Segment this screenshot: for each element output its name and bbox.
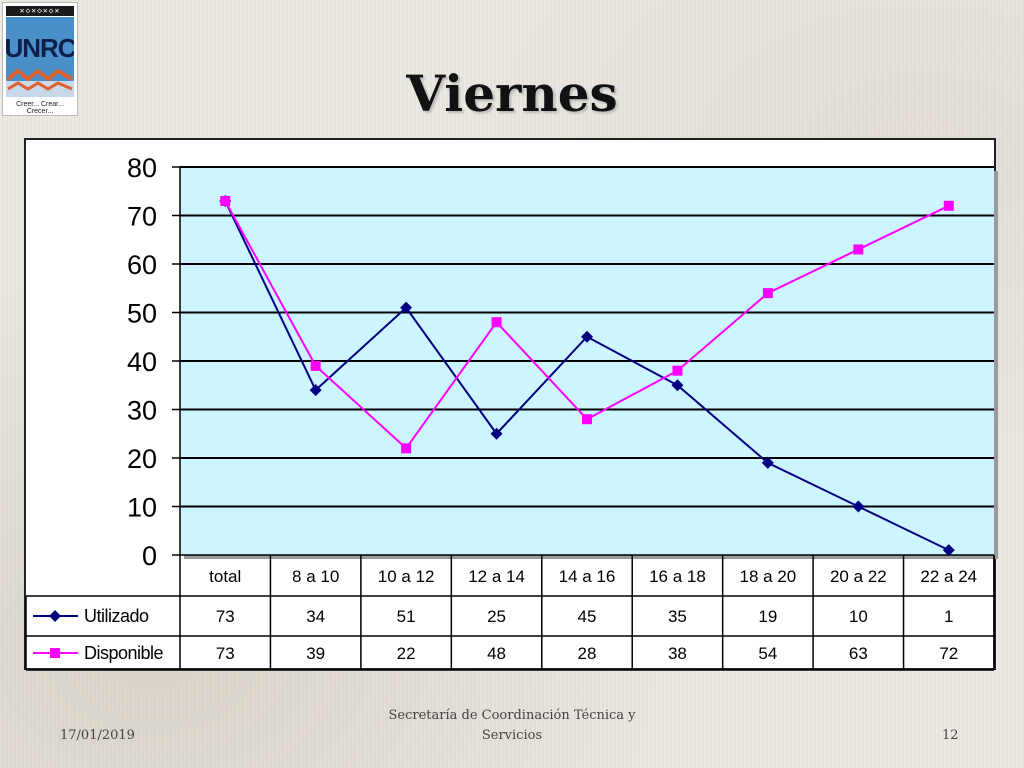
x-category-label: 14 a 16 <box>559 567 616 586</box>
data-point-utilizado <box>400 301 413 314</box>
table-cell-value: 63 <box>849 644 868 663</box>
table-cell-value: 35 <box>668 607 687 626</box>
data-point-disponible <box>220 195 231 206</box>
x-category-label: 20 a 22 <box>830 567 887 586</box>
data-point-disponible <box>582 414 592 425</box>
y-tick-label: 60 <box>127 250 157 280</box>
table-cell-value: 45 <box>578 607 597 626</box>
y-tick-label: 80 <box>127 153 157 183</box>
x-category-label: 16 a 18 <box>649 567 706 586</box>
data-point-disponible <box>401 443 412 454</box>
y-tick-label: 30 <box>127 396 157 426</box>
logo-pattern-band: ✕◇✕◇✕◇✕ <box>6 6 74 16</box>
data-point-utilizado <box>581 330 593 343</box>
table-cell-value: 19 <box>758 607 777 626</box>
table-cell-value: 72 <box>939 644 958 663</box>
table-cell-value: 39 <box>306 644 325 663</box>
x-category-label: 22 a 24 <box>920 567 977 586</box>
table-cell-value: 73 <box>216 644 235 663</box>
table-cell-value: 38 <box>668 644 687 663</box>
y-tick-label: 50 <box>127 299 157 329</box>
footer-date: 17/01/2019 <box>60 728 135 743</box>
y-tick-label: 20 <box>127 444 157 474</box>
data-point-utilizado <box>761 456 774 469</box>
data-point-disponible <box>672 365 683 376</box>
table-cell-value: 1 <box>944 607 953 626</box>
y-tick-label: 70 <box>127 202 157 232</box>
y-tick-label: 40 <box>127 347 157 377</box>
x-category-label: 8 a 10 <box>292 567 339 586</box>
data-point-utilizado <box>490 427 503 440</box>
data-point-disponible <box>762 288 773 299</box>
legend-label: Disponible <box>84 643 164 663</box>
y-tick-label: 10 <box>127 493 157 523</box>
table-cell-value: 10 <box>849 607 868 626</box>
data-point-utilizado <box>671 379 684 392</box>
data-point-utilizado <box>852 500 865 513</box>
legend-label: Utilizado <box>84 606 149 626</box>
table-cell-value: 25 <box>487 607 506 626</box>
x-category-label: 10 a 12 <box>378 567 435 586</box>
x-category-label: 12 a 14 <box>468 567 525 586</box>
x-category-label: total <box>209 567 241 586</box>
unrc-logo: ✕◇✕◇✕◇✕ UNRC Creer... Crear... Crecer... <box>2 2 78 116</box>
table-cell-value: 51 <box>397 607 416 626</box>
data-point-utilizado <box>309 384 322 397</box>
legend-key-marker <box>50 648 60 658</box>
logo-motto: Creer... Crear... Crecer... <box>16 101 64 115</box>
table-cell-value: 73 <box>216 607 235 626</box>
data-point-disponible <box>853 244 864 255</box>
page-number: 12 <box>942 728 959 743</box>
data-point-disponible <box>491 317 502 328</box>
y-tick-label: 0 <box>142 541 157 571</box>
table-cell-value: 34 <box>306 607 325 626</box>
table-cell-value: 22 <box>397 644 416 663</box>
table-cell-value: 54 <box>758 644 777 663</box>
logo-wordmark: UNRC <box>6 33 74 63</box>
x-category-label: 18 a 20 <box>740 567 797 586</box>
data-point-utilizado <box>942 544 955 557</box>
table-cell-value: 48 <box>487 644 506 663</box>
table-cell-value: 28 <box>578 644 597 663</box>
legend-key-marker <box>49 610 61 622</box>
logo-shield-icon: UNRC <box>6 17 74 97</box>
footer-department: Secretaría de Coordinación Técnica y Ser… <box>388 708 636 743</box>
slide-title: Viernes <box>406 64 618 123</box>
data-point-disponible <box>943 200 954 211</box>
data-point-disponible <box>310 360 321 371</box>
